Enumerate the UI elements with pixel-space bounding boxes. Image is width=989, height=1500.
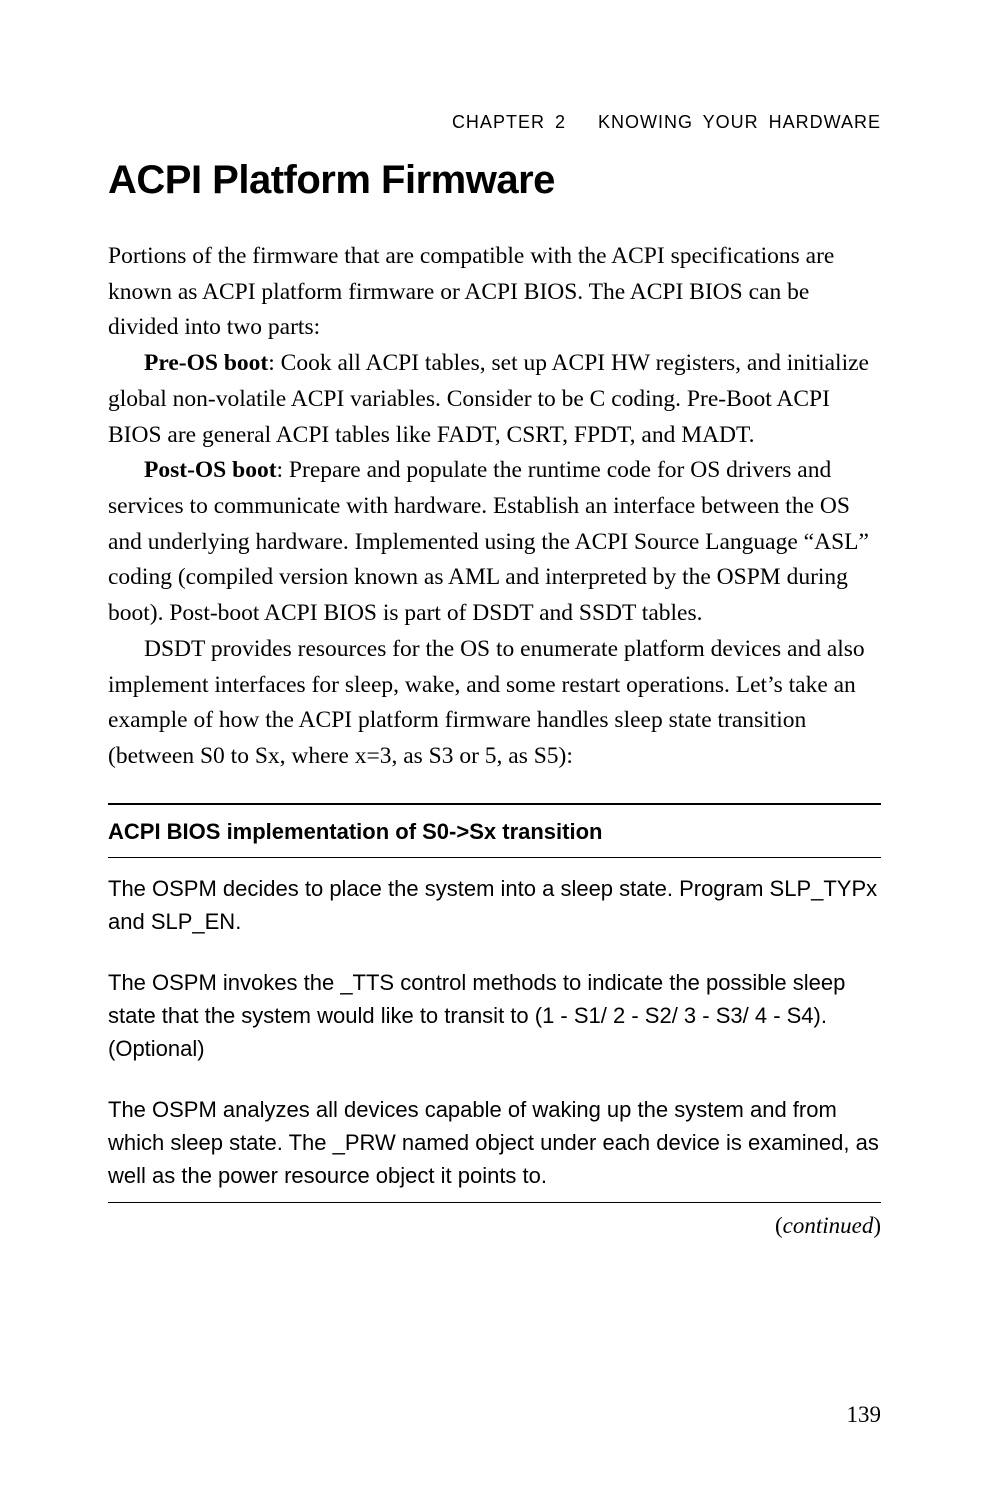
chapter-title: KNOWING YOUR HARDWARE: [598, 112, 881, 132]
continued-indicator: (continued): [108, 1213, 881, 1239]
paragraph-preos: Pre-OS boot: Cook all ACPI tables, set u…: [108, 346, 881, 453]
transition-table: ACPI BIOS implementation of S0->Sx trans…: [108, 803, 881, 1203]
table-row: The OSPM decides to place the system int…: [108, 858, 881, 952]
running-header: CHAPTER 2 KNOWING YOUR HARDWARE: [452, 112, 881, 133]
preos-label: Pre-OS boot: [144, 350, 268, 376]
table-header: ACPI BIOS implementation of S0->Sx trans…: [108, 805, 881, 857]
continued-word: continued: [783, 1213, 874, 1238]
postos-label: Post-OS boot: [144, 457, 277, 483]
paragraph-postos: Post-OS boot: Prepare and populate the r…: [108, 453, 881, 632]
chapter-label: CHAPTER 2: [452, 112, 566, 132]
table-rule-bottom: [108, 1202, 881, 1203]
table-row: The OSPM invokes the _TTS control method…: [108, 952, 881, 1079]
page-number: 139: [847, 1402, 882, 1428]
page-title: ACPI Platform Firmware: [108, 158, 881, 203]
paragraph-intro: Portions of the firmware that are compat…: [108, 239, 881, 346]
table-row: The OSPM analyzes all devices capable of…: [108, 1079, 881, 1202]
paragraph-dsdt: DSDT provides resources for the OS to en…: [108, 632, 881, 775]
